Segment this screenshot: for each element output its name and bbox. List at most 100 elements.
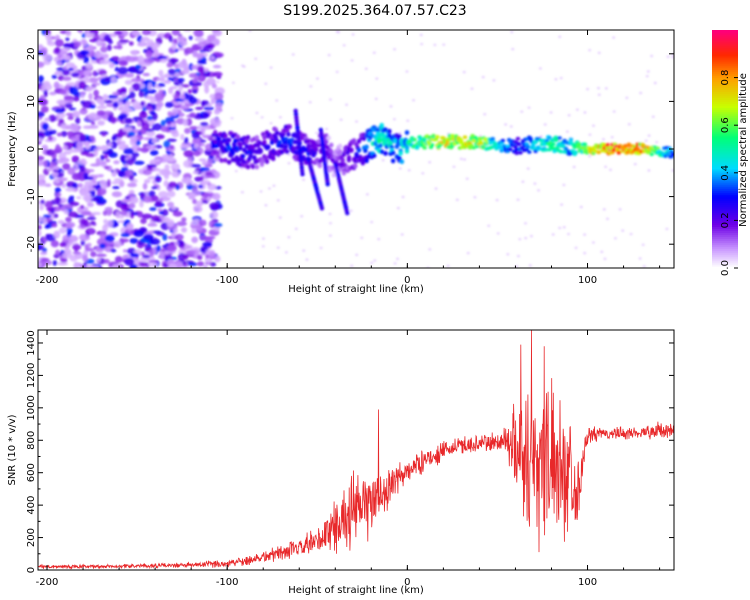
noise-blob [165,244,177,252]
noise-blob [219,120,222,124]
noise-blob [96,39,103,47]
ridge-cell [252,155,257,161]
noise-blob [124,79,133,85]
noise-blob [123,147,134,155]
colorbar-cell [712,135,738,138]
ridge-cell [557,136,562,140]
noise-blob [647,134,651,137]
noise-blob [396,207,400,210]
noise-blob [188,195,195,200]
noise-blob [93,51,102,59]
colorbar-cell [712,39,738,43]
noise-blob [112,101,119,109]
colorbar-cell [712,47,738,51]
noise-blob [211,97,215,100]
noise-blob [73,131,83,136]
noise-blob [53,81,60,89]
ridge-cell [475,144,480,149]
ridge-cell [616,150,622,155]
noise-blob [284,251,288,254]
noise-blob [121,166,129,172]
noise-blob [53,165,60,171]
ridge-cell [271,156,276,162]
noise-blob [38,75,44,83]
noise-blob [381,159,385,162]
noise-blob [149,149,159,156]
noise-blob [72,182,79,189]
colorbar-cell [712,105,738,108]
noise-blob [350,59,354,62]
colorbar-cell [712,129,738,132]
ridge-cell [573,150,579,155]
noise-blob [169,145,174,150]
noise-blob [141,243,148,247]
ridge-cell [383,151,388,156]
ridge-cell [248,153,253,159]
noise-blob [42,217,47,225]
noise-blob [101,181,108,190]
noise-blob [188,35,193,41]
ridge-cell [319,206,325,211]
noise-blob [110,116,117,124]
colorbar-cell [712,156,738,160]
noise-blob [533,182,537,185]
noise-blob [51,149,62,154]
colorbar-tick-label: 0.0 [720,260,731,276]
noise-blob [90,251,97,258]
noise-blob [644,139,648,142]
noise-blob [147,175,157,180]
noise-blob [63,164,69,170]
noise-blob [588,49,592,52]
ridge-cell [298,155,303,160]
noise-blob [96,105,107,110]
colorbar-cell [712,210,738,214]
colorbar-cell [712,87,738,91]
noise-blob [574,246,578,249]
noise-blob [40,257,50,262]
ridge-cell [530,143,536,147]
noise-blob [166,62,173,68]
noise-blob [86,53,95,57]
ridge-cell [223,133,228,139]
noise-blob [76,30,83,33]
ridge-cell [297,145,302,150]
x-tick-label: -200 [36,577,59,588]
noise-blob [586,88,589,91]
noise-blob [54,47,61,54]
noise-blob [85,144,91,150]
ridge-cell [525,144,531,149]
noise-blob [140,147,149,153]
noise-blob [58,118,65,124]
noise-blob [188,72,198,78]
noise-blob [95,253,107,258]
noise-blob [328,234,332,237]
noise-blob [583,233,587,236]
colorbar-cell [712,101,738,104]
noise-blob [65,30,72,37]
noise-blob [144,179,151,184]
noise-blob [103,219,108,224]
noise-blob [78,233,89,241]
noise-blob [80,151,89,156]
ridge-cell [532,146,537,151]
noise-blob [120,140,126,146]
noise-blob [152,158,161,163]
noise-blob [583,111,587,114]
noise-blob [192,89,198,94]
noise-blob [149,42,161,49]
noise-blob [80,49,90,56]
ridge-cell [422,145,427,150]
noise-blob [63,55,71,62]
noise-blob [40,199,45,205]
noise-blob [193,30,204,36]
noise-blob [145,50,153,59]
noise-blob [671,169,674,172]
ridge-cell [404,130,410,136]
colorbar-cell [712,127,738,130]
noise-blob [41,47,48,55]
noise-blob [120,232,130,238]
noise-blob [213,109,221,115]
noise-blob [639,91,643,95]
noise-blob [129,237,139,244]
noise-blob [113,30,123,35]
